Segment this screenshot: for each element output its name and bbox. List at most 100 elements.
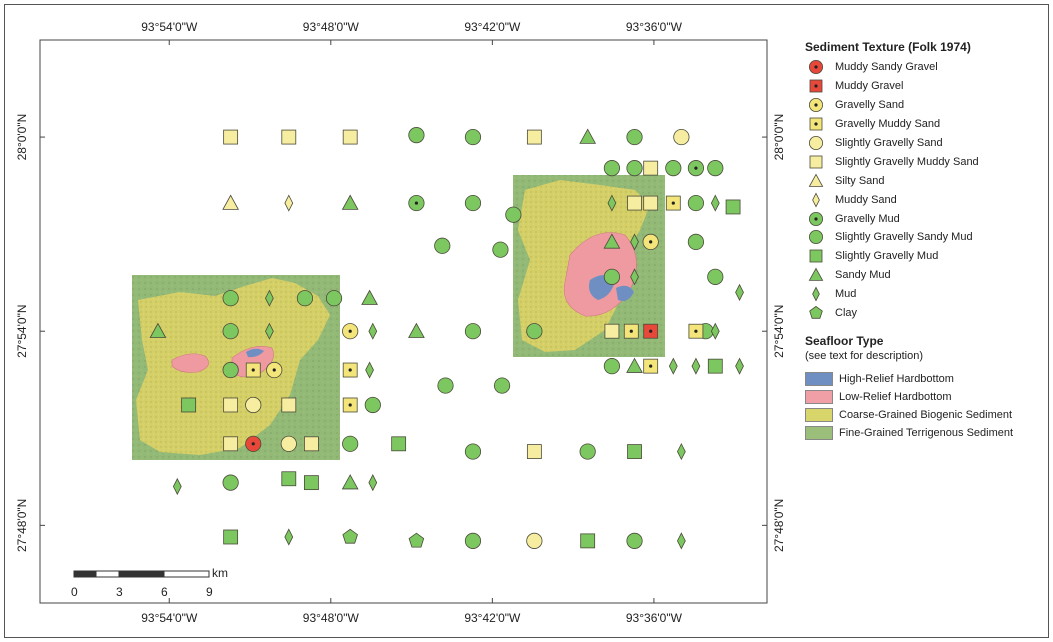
legend-texture-item: Slightly Gravelly Mud	[805, 247, 1045, 266]
legend-seafloor-swatch	[805, 390, 833, 405]
sample-slightly-gravelly-sandy-mud	[626, 532, 643, 549]
legend-seafloor-item: Low-Relief Hardbottom	[805, 388, 1045, 406]
legend-texture-item: Mud	[805, 285, 1045, 304]
scale-bar-label: 3	[116, 585, 123, 599]
legend-symbol-icon	[812, 286, 820, 302]
legend-texture-label: Slightly Gravelly Mud	[835, 250, 939, 263]
sample-gravelly-muddy-sand	[665, 195, 681, 211]
legend-texture-item: Muddy Gravel	[805, 77, 1045, 96]
sample-slightly-gravelly-sandy-mud	[437, 377, 454, 394]
sample-slightly-gravelly-muddy-sand	[342, 129, 358, 145]
legend-seafloor-swatch	[805, 426, 833, 441]
legend-symbol-icon	[809, 136, 823, 150]
sample-slightly-gravelly-muddy-sand	[304, 436, 319, 452]
sample-slightly-gravelly-sandy-mud	[464, 194, 482, 212]
lon-tick-label-top: 93°54'0"W	[141, 20, 198, 34]
sample-muddy-sandy-gravel	[245, 435, 262, 452]
sample-sandy-mud	[361, 289, 378, 305]
sample-slightly-gravelly-mud	[580, 533, 596, 549]
sample-gravelly-sand	[266, 361, 283, 379]
legend-texture-label: Gravelly Sand	[835, 99, 905, 112]
legend-texture-label: Sandy Mud	[835, 269, 891, 282]
sample-slightly-gravelly-sandy-mud	[603, 268, 621, 285]
sample-slightly-gravelly-mud	[707, 358, 723, 374]
sample-silty-sand	[222, 194, 240, 210]
sample-clay	[408, 532, 425, 548]
legend-seafloor-item: Fine-Grained Terrigenous Sediment	[805, 424, 1045, 442]
sample-slightly-gravelly-sandy-mud	[707, 268, 724, 285]
lon-tick-label-bottom: 93°42'0"W	[464, 611, 521, 625]
legend-texture-label: Silty Sand	[835, 174, 885, 187]
sample-gravelly-mud	[687, 160, 705, 177]
lon-tick-label-top: 93°48'0"W	[303, 20, 360, 34]
sample-slightly-gravelly-sandy-mud	[464, 128, 482, 146]
sample-gravelly-muddy-sand	[623, 323, 639, 339]
legend-texture-title: Sediment Texture (Folk 1974)	[805, 40, 971, 54]
legend-texture-label: Muddy Sandy Gravel	[835, 61, 938, 74]
legend-seafloor-label: Fine-Grained Terrigenous Sediment	[839, 427, 1014, 440]
sample-muddy-sand	[284, 194, 294, 212]
sample-sandy-mud	[603, 233, 621, 249]
sample-slightly-gravelly-sandy-mud	[222, 323, 239, 340]
sample-mud	[265, 322, 274, 340]
sample-gravelly-muddy-sand	[342, 362, 358, 378]
legend-symbol-icon	[809, 79, 823, 93]
sample-sandy-mud	[341, 474, 359, 490]
sample-muddy-gravel	[643, 323, 659, 339]
sample-mud	[368, 474, 378, 492]
legend-texture-label: Gravelly Muddy Sand	[835, 118, 941, 131]
sample-slightly-gravelly-sandy-mud	[408, 127, 425, 144]
sample-slightly-gravelly-sandy-mud	[707, 160, 724, 177]
legend-symbol-icon	[809, 117, 823, 131]
sample-slightly-gravelly-mud	[725, 199, 741, 215]
legend-texture-label: Slightly Gravelly Sandy Mud	[835, 231, 973, 244]
sample-mud	[735, 283, 744, 301]
sample-slightly-gravelly-mud	[627, 444, 642, 459]
sample-slightly-gravelly-sandy-mud	[464, 443, 482, 460]
legend-seafloor-swatch	[805, 408, 833, 423]
legend-symbol-icon	[809, 60, 823, 75]
sample-slightly-gravelly-sandy-mud	[687, 194, 705, 212]
legend-texture-item: Sandy Mud	[805, 266, 1045, 285]
sample-mud	[691, 357, 701, 375]
lon-tick-label-top: 93°36'0"W	[626, 20, 683, 34]
legend-symbol-icon	[809, 230, 823, 245]
sample-mud	[365, 361, 374, 379]
sample-mud	[710, 322, 720, 340]
sample-gravelly-muddy-sand	[342, 397, 358, 413]
sample-slightly-gravelly-sandy-mud	[505, 206, 522, 223]
legend-texture-item: Gravelly Sand	[805, 96, 1045, 115]
sample-slightly-gravelly-muddy-sand	[604, 323, 620, 339]
sample-sandy-mud	[149, 322, 167, 338]
sample-mud	[172, 477, 182, 496]
legend-texture-item: Slightly Gravelly Sand	[805, 134, 1045, 153]
sample-mud	[677, 532, 686, 550]
sample-slightly-gravelly-sandy-mud	[687, 233, 705, 251]
sample-mud	[630, 233, 639, 251]
sample-slightly-gravelly-sandy-mud	[364, 396, 381, 414]
lon-tick-label-bottom: 93°48'0"W	[303, 611, 360, 625]
scale-bar	[73, 570, 210, 578]
sample-mud	[677, 442, 686, 461]
sample-slightly-gravelly-sandy-mud	[603, 358, 621, 375]
sample-mud	[368, 322, 378, 340]
legend-symbol-icon	[809, 305, 823, 319]
sample-gravelly-muddy-sand	[245, 362, 261, 378]
scale-bar-label: 0	[71, 585, 78, 599]
sample-slightly-gravelly-muddy-sand	[281, 129, 297, 145]
sample-slightly-gravelly-sandy-mud	[626, 160, 643, 177]
sample-sandy-mud	[408, 322, 425, 338]
sample-mud	[735, 357, 744, 375]
legend-seafloor-label: Coarse-Grained Biogenic Sediment	[839, 409, 1013, 422]
sample-gravelly-muddy-sand	[643, 358, 659, 374]
lon-tick-label-bottom: 93°36'0"W	[626, 611, 683, 625]
legend: Sediment Texture (Folk 1974) Muddy Sandy…	[805, 40, 1045, 442]
lat-tick-label-left: 27°48'0"N	[15, 499, 29, 552]
sample-slightly-gravelly-mud	[304, 475, 319, 491]
sample-slightly-gravelly-mud	[223, 529, 239, 545]
sample-slightly-gravelly-sandy-mud	[222, 474, 239, 491]
legend-texture-item: Gravelly Muddy Sand	[805, 115, 1045, 134]
legend-seafloor-item: High-Relief Hardbottom	[805, 370, 1045, 388]
sample-slightly-gravelly-muddy-sand	[281, 397, 297, 413]
sample-slightly-gravelly-sandy-mud	[296, 290, 314, 307]
